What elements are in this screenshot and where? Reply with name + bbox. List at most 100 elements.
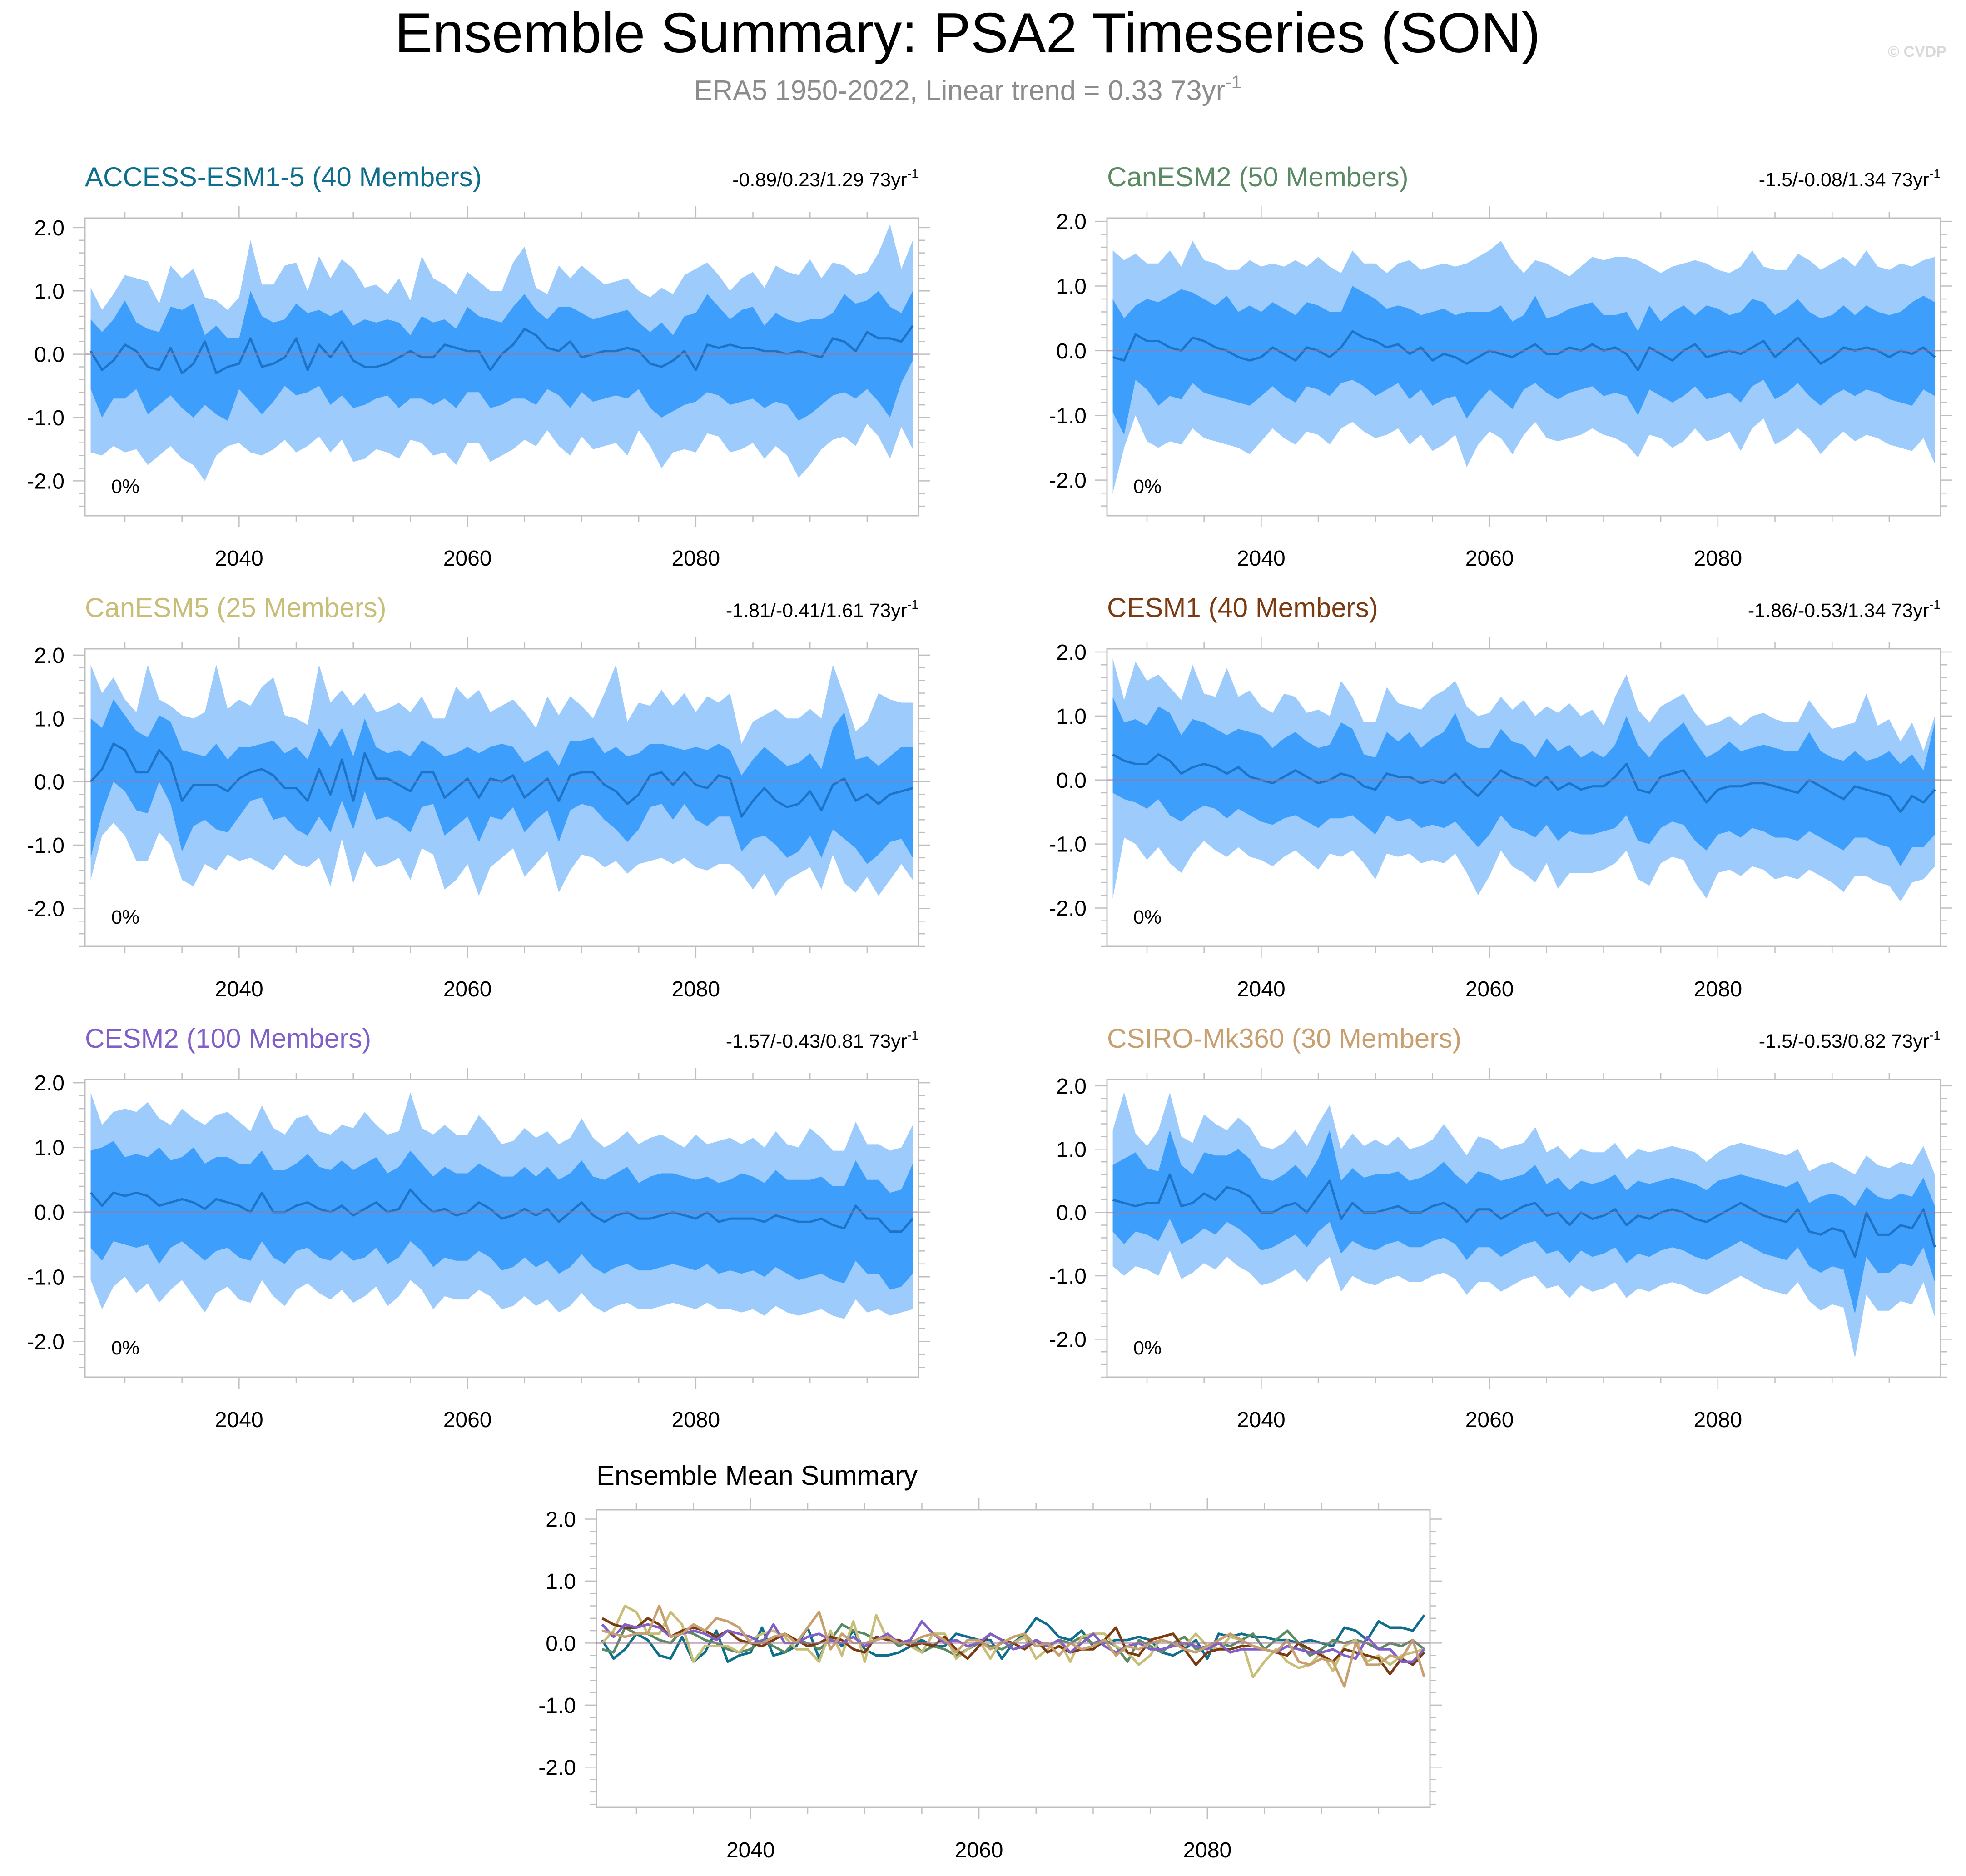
x-tick-label: 2060: [955, 1838, 1003, 1862]
x-tick-label: 2080: [671, 547, 720, 571]
trend-label: -1.5/-0.08/1.34 73yr-1: [1759, 167, 1941, 191]
y-tick-label: -2.0: [1049, 896, 1087, 921]
y-tick-label: 0.0: [1056, 1201, 1087, 1225]
panel-title: Ensemble Mean Summary: [596, 1460, 918, 1491]
panel-canesm2: 2.0 1.0 0.0 -1.0 -2.0 2040 2060 2080 CanESM2 (50…: [1049, 162, 1952, 571]
trend-label: -0.89/0.23/1.29 73yr-1: [732, 167, 918, 191]
panel-cesm2: 2.0 1.0 0.0 -1.0 -2.0 2040 2060 2080 CESM2 (100 …: [27, 1023, 930, 1432]
plot-frame: [596, 1509, 1431, 1808]
x-tick-label: 2040: [1237, 547, 1286, 571]
x-tick-label: 2040: [1237, 977, 1286, 1001]
percent-label: 0%: [1133, 906, 1162, 928]
series-line-cesm2: [601, 1620, 1425, 1663]
trend-label: -1.5/-0.53/0.82 73yr-1: [1759, 1028, 1941, 1052]
panel-title: CanESM2 (50 Members): [1107, 162, 1409, 192]
x-tick-label: 2060: [1465, 547, 1514, 571]
watermark: © CVDP: [1888, 43, 1946, 60]
x-tick-label: 2060: [443, 1408, 492, 1432]
x-tick-label: 2060: [1465, 1408, 1514, 1432]
ensemble-mean-line: [89, 1188, 914, 1233]
panel-title: CSIRO-Mk360 (30 Members): [1107, 1023, 1461, 1054]
percent-label: 0%: [1133, 1337, 1162, 1359]
y-tick-label: -2.0: [538, 1756, 576, 1780]
inner-range-band: [1112, 286, 1935, 435]
y-tick-label: 2.0: [1056, 1075, 1087, 1099]
panel-csiro-mk360: 2.0 1.0 0.0 -1.0 -2.0 2040 2060 2080 CSIRO-Mk360…: [1049, 1023, 1952, 1432]
x-tick-label: 2080: [1693, 977, 1742, 1001]
plot-frame: [1106, 1079, 1941, 1378]
trend-values: -1.81/-0.41/1.61 73yr: [726, 600, 907, 622]
y-tick-label: -1.0: [27, 1265, 65, 1289]
y-tick-label: -2.0: [27, 897, 65, 921]
panel-title: CanESM5 (25 Members): [85, 592, 387, 623]
y-tick-label: -1.0: [27, 406, 65, 430]
trend-superscript: -1: [1929, 1028, 1941, 1042]
y-tick-label: 0.0: [1056, 769, 1087, 793]
y-tick-label: 1.0: [34, 1136, 65, 1160]
y-tick-label: 0.0: [1056, 339, 1087, 363]
x-tick-label: 2040: [215, 1408, 263, 1432]
trend-superscript: -1: [1929, 167, 1941, 181]
plot-area: [89, 224, 914, 481]
subtitle-superscript: -1: [1225, 72, 1241, 92]
y-tick-label: 1.0: [1056, 705, 1087, 729]
y-tick-label: 0.0: [546, 1632, 576, 1656]
y-tick-label: -1.0: [1049, 833, 1087, 857]
y-tick-label: 2.0: [34, 1071, 65, 1095]
y-tick-label: 2.0: [1056, 210, 1087, 234]
y-tick-label: 1.0: [34, 707, 65, 731]
trend-values: -1.5/-0.08/1.34 73yr: [1759, 169, 1929, 191]
panel-canesm5: 2.0 1.0 0.0 -1.0 -2.0 2040 2060 2080 CanESM5 (25…: [27, 592, 930, 1001]
x-tick-label: 2080: [671, 1408, 720, 1432]
y-tick-label: -1.0: [27, 834, 65, 858]
figure-title: Ensemble Summary: PSA2 Timeseries (SON): [395, 2, 1540, 65]
subtitle-main: ERA5 1950-2022, Linear trend = 0.33 73yr: [694, 75, 1225, 106]
y-tick-label: 2.0: [34, 216, 65, 240]
inner-range-band: [90, 1141, 913, 1290]
y-tick-label: 1.0: [1056, 275, 1087, 299]
plot-area: [1112, 240, 1936, 493]
panel-title: ACCESS-ESM1-5 (40 Members): [85, 162, 482, 192]
y-tick-label: 0.0: [34, 771, 65, 795]
percent-label: 0%: [111, 476, 139, 498]
y-tick-label: 1.0: [546, 1570, 576, 1594]
panel-ensemble-mean-summary: 2.0 1.0 0.0 -1.0 -2.0 2040 2060 2080 Ensemble Me…: [538, 1460, 1442, 1862]
x-tick-label: 2060: [443, 977, 492, 1001]
ensemble-mean-line: [1112, 1173, 1936, 1258]
y-tick-label: -1.0: [1049, 1264, 1087, 1289]
y-tick-label: 2.0: [34, 644, 65, 668]
percent-label: 0%: [1133, 476, 1162, 498]
y-tick-label: -2.0: [27, 1330, 65, 1354]
y-tick-label: 1.0: [1056, 1138, 1087, 1162]
y-tick-label: -2.0: [1049, 1328, 1087, 1352]
percent-label: 0%: [111, 906, 139, 928]
x-tick-label: 2040: [1237, 1408, 1286, 1432]
y-tick-label: 2.0: [546, 1508, 576, 1532]
inner-range-band: [1112, 1130, 1935, 1314]
x-tick-label: 2040: [215, 977, 263, 1001]
trend-label: -1.86/-0.53/1.34 73yr-1: [1748, 597, 1941, 622]
y-tick-label: -2.0: [27, 469, 65, 493]
x-tick-label: 2080: [1693, 1408, 1742, 1432]
x-tick-label: 2060: [1465, 977, 1514, 1001]
x-tick-label: 2080: [671, 977, 720, 1001]
trend-values: -1.5/-0.53/0.82 73yr: [1759, 1030, 1929, 1052]
y-tick-label: -2.0: [1049, 469, 1087, 493]
plot-frame: [84, 648, 919, 947]
plot-area: [1112, 1092, 1936, 1358]
inner-range-band: [1112, 697, 1935, 866]
y-tick-label: 0.0: [34, 1201, 65, 1225]
plot-area: [89, 1092, 914, 1319]
trend-values: -1.86/-0.53/1.34 73yr: [1748, 600, 1929, 622]
trend-label: -1.81/-0.41/1.61 73yr-1: [726, 597, 918, 622]
plot-frame: [1106, 648, 1941, 947]
series-line-csiro-mk360: [601, 1604, 1426, 1688]
trend-superscript: -1: [907, 1028, 918, 1042]
plot-frame: [84, 1079, 919, 1378]
percent-label: 0%: [111, 1337, 139, 1359]
trend-values: -0.89/0.23/1.29 73yr: [732, 169, 907, 191]
y-tick-label: -1.0: [538, 1694, 576, 1718]
y-tick-label: 2.0: [1056, 641, 1087, 665]
trend-superscript: -1: [907, 597, 918, 612]
